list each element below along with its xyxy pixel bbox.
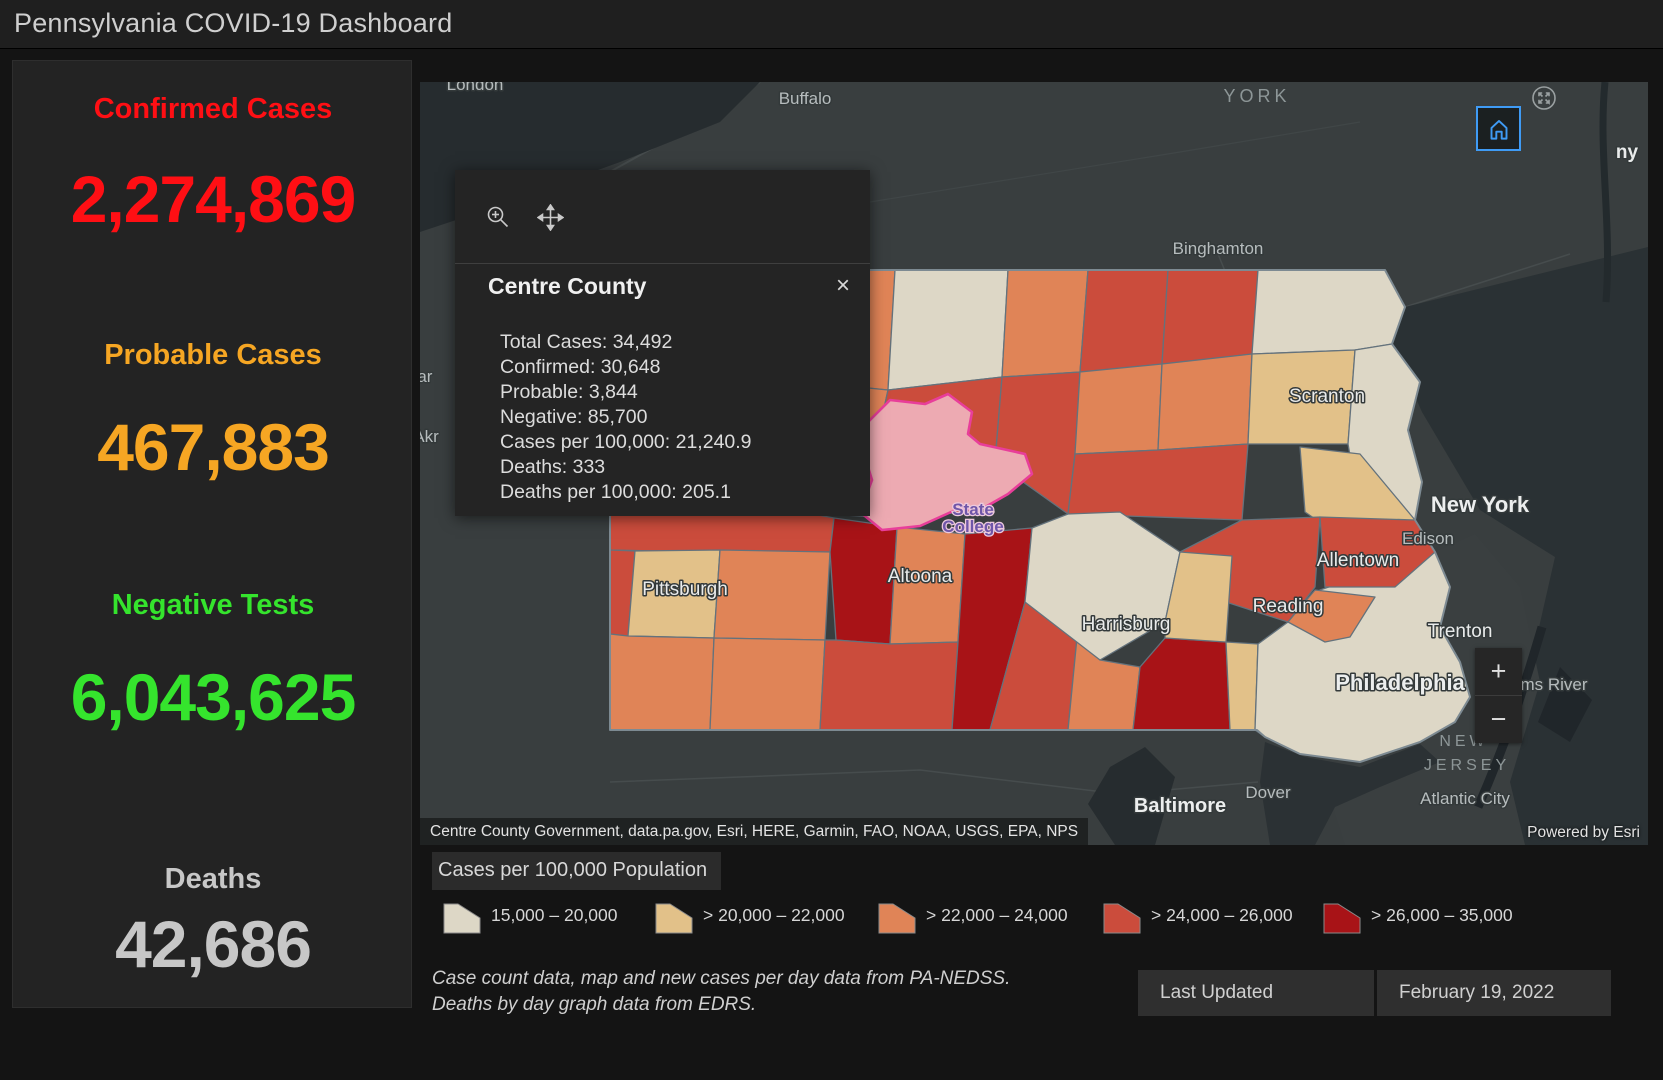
map-label-atlantic-city: Atlantic City [1420,789,1510,808]
county-shape[interactable] [1157,353,1253,451]
popup-body: Total Cases: 34,492 Confirmed: 30,648 Pr… [500,330,752,505]
legend-swatch [655,903,693,934]
zoom-to-icon[interactable] [485,204,512,231]
confirmed-cases-label: Confirmed Cases [93,93,333,125]
stats-sidebar: Confirmed Cases 2,274,869 Probable Cases… [12,60,412,1008]
legend-label: 15,000 – 20,000 [491,905,618,925]
map-labels: London Buffalo YORK Binghamton ny New Yo… [420,82,1640,819]
water-shapes [420,82,1648,845]
legend-label: > 20,000 – 22,000 [703,905,845,925]
county-shape[interactable] [1067,443,1249,521]
map-label-state-college-1: State [952,500,994,519]
map-label-trenton: Trenton [1428,621,1493,642]
county-shape[interactable] [1079,269,1169,373]
last-updated-label: Last Updated [1138,970,1374,1016]
county-shape[interactable] [887,269,1009,391]
county-shape[interactable] [1225,641,1259,731]
county-shape[interactable] [1161,269,1259,365]
county-shape[interactable] [1074,363,1163,455]
county-popup: Centre County × Total Cases: 34,492 Conf… [455,170,870,516]
popup-title: Centre County [488,273,647,299]
map-label-new-york: New York [1431,492,1530,517]
pan-icon[interactable] [536,203,565,232]
map-label-philadelphia: Philadelphia [1335,670,1465,695]
last-updated-value: February 19, 2022 [1377,970,1611,1016]
map-label-altoona: Altoona [888,566,953,587]
county-shape[interactable] [713,549,831,641]
map-label-harrisburg: Harrisburg [1082,614,1171,635]
map-label-scranton: Scranton [1289,386,1365,407]
map-label-allentown: Allentown [1317,550,1399,571]
popup-line-total-cases: Total Cases: 34,492 [500,331,673,353]
popup-line-probable: Probable: 3,844 [500,381,638,403]
negative-tests-label: Negative Tests [111,589,315,621]
map-label-baltimore: Baltimore [1134,795,1226,817]
legend-swatch [1323,903,1361,934]
data-source-note: Case count data, map and new cases per d… [432,968,1011,1015]
zoom-out-button[interactable]: − [1490,704,1507,734]
expand-icon [1532,86,1556,110]
legend-label: > 26,000 – 35,000 [1371,905,1513,925]
probable-cases-value: 467,883 [97,410,330,484]
popup-line-deaths-per-100k: Deaths per 100,000: 205.1 [500,481,731,503]
popup-line-cases-per-100k: Cases per 100,000: 21,240.9 [500,431,752,453]
map-label-york-state: YORK [1223,86,1290,106]
legend-label: > 22,000 – 24,000 [926,905,1068,925]
legend-swatch [1103,903,1141,934]
map-label-new-jersey-2: JERSEY [1424,757,1510,774]
map[interactable]: London Buffalo YORK Binghamton ny New Yo… [420,82,1648,845]
county-shape[interactable] [1319,516,1436,588]
county-shape[interactable] [1287,589,1376,643]
county-shape[interactable] [1251,269,1406,355]
zoom-in-button[interactable]: + [1475,648,1522,696]
popup-line-confirmed: Confirmed: 30,648 [500,356,661,378]
county-shape[interactable] [819,639,959,731]
map-label-edison: Edison [1402,529,1454,548]
deaths-value: 42,686 [115,907,312,981]
header-bar: Pennsylvania COVID-19 Dashboard [0,0,1663,49]
map-label-binghamton: Binghamton [1173,239,1264,258]
map-label-buffalo: Buffalo [779,89,832,108]
map-label-reading: Reading [1253,596,1324,617]
page-title: Pennsylvania COVID-19 Dashboard [14,8,453,38]
county-shape[interactable] [609,633,715,731]
zoom-control: + − [1475,648,1522,743]
map-label-london: London [447,82,504,94]
county-shape[interactable] [1164,551,1233,643]
deaths-label: Deaths [164,863,262,895]
map-label-cleveland-partial: lar [420,367,433,386]
map-label-state-college-2: College [942,517,1003,536]
negative-tests-value: 6,043,625 [70,660,357,734]
map-label-akron-partial: Akr [420,427,439,446]
home-button[interactable] [1476,106,1521,151]
pennsylvania-outline [609,221,1471,763]
popup-line-deaths: Deaths: 333 [500,456,606,478]
county-shape[interactable] [709,637,826,731]
county-shape[interactable] [1001,269,1089,378]
fullscreen-button[interactable] [1530,84,1558,112]
popup-toolbar [455,170,870,264]
map-label-new-jersey-1: NEW [1439,733,1488,750]
close-icon[interactable]: × [835,272,850,299]
probable-cases-label: Probable Cases [104,339,322,371]
map-label-albany-partial: ny [1616,142,1639,163]
map-label-pittsburgh: Pittsburgh [642,579,728,600]
legend-title: Cases per 100,000 Population [432,852,722,890]
map-label-toms-river: Toms River [1502,675,1587,694]
confirmed-cases-value: 2,274,869 [70,162,357,236]
legend-label: > 24,000 – 26,000 [1151,905,1293,925]
popup-line-negative: Negative: 85,700 [500,406,648,428]
legend-swatch [443,903,481,934]
home-icon [1490,119,1507,140]
map-attribution: Centre County Government, data.pa.gov, E… [420,818,1089,845]
legend-swatch [878,903,916,934]
map-label-dover: Dover [1245,783,1291,802]
powered-by-esri: Powered by Esri [1527,824,1640,841]
